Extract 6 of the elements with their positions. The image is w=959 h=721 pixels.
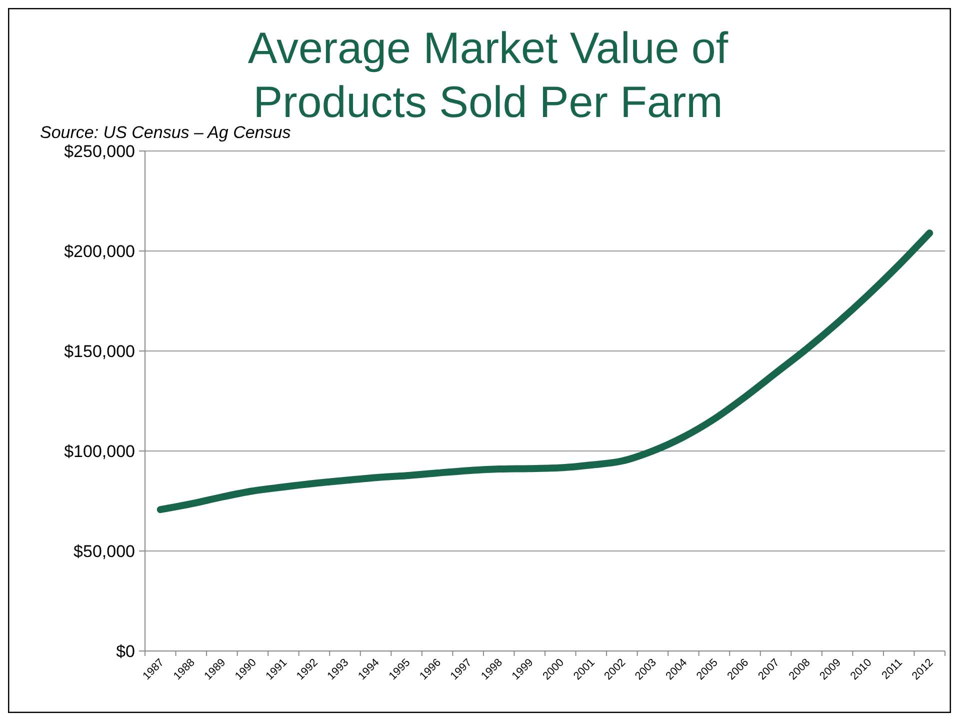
- y-tick-label: $150,000: [64, 342, 135, 361]
- y-tick-label: $250,000: [64, 142, 135, 161]
- y-tick-label: $0: [116, 642, 135, 661]
- y-tick-label: $50,000: [74, 542, 135, 561]
- y-tick-label: $200,000: [64, 242, 135, 261]
- y-tick-label: $100,000: [64, 442, 135, 461]
